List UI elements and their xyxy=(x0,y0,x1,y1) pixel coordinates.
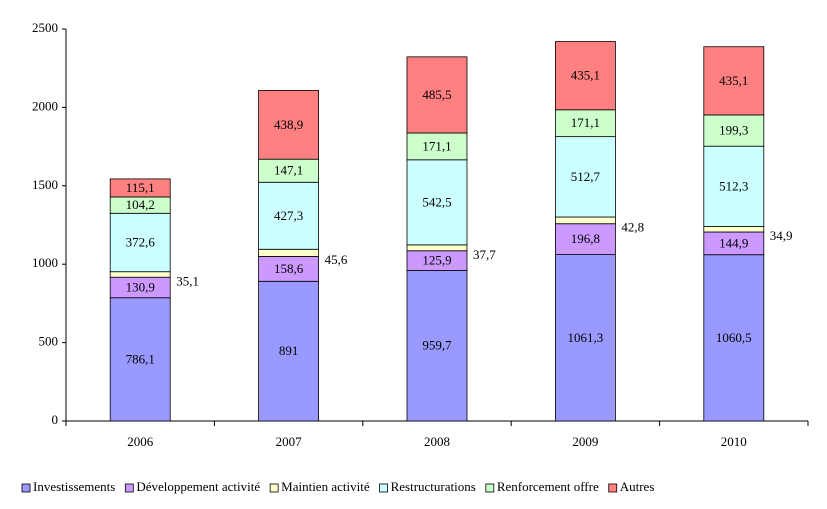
y-tick-label: 500 xyxy=(39,334,59,349)
value-label: 45,6 xyxy=(325,252,348,267)
value-label: 1060,5 xyxy=(716,330,752,345)
legend-label: Développement activité xyxy=(136,479,260,494)
value-label: 786,1 xyxy=(126,351,155,366)
bar-segment xyxy=(703,254,765,422)
bar-segment xyxy=(406,159,468,246)
value-label: 438,9 xyxy=(274,117,303,132)
bar-segment xyxy=(703,226,765,233)
value-label: 435,1 xyxy=(571,68,600,83)
bar-segment xyxy=(555,216,616,225)
value-label: 158,6 xyxy=(274,261,304,276)
bar-segment xyxy=(703,46,765,116)
bar-segment xyxy=(109,271,171,278)
value-label: 512,3 xyxy=(719,178,748,193)
value-label: 171,1 xyxy=(422,138,451,153)
bar-segment xyxy=(109,178,171,198)
bar-segment xyxy=(703,145,765,227)
value-label: 1061,3 xyxy=(568,330,604,345)
value-label: 485,5 xyxy=(422,87,451,102)
x-tick-label: 2007 xyxy=(276,434,303,449)
value-label: 891 xyxy=(279,343,299,358)
y-tick-label: 0 xyxy=(52,412,59,427)
legend-swatch xyxy=(608,483,618,493)
value-label: 542,5 xyxy=(422,194,451,209)
legend-swatch xyxy=(21,483,31,493)
value-label: 34,9 xyxy=(770,228,793,243)
bar-segment xyxy=(258,181,320,250)
bar-segment xyxy=(406,244,468,252)
bar-segment xyxy=(109,297,171,422)
legend-label: Restructurations xyxy=(391,479,476,494)
legend-label: Investissements xyxy=(33,479,115,494)
value-label: 144,9 xyxy=(719,235,748,250)
legend-swatch xyxy=(124,483,134,493)
bar-segment xyxy=(555,223,616,255)
value-label: 435,1 xyxy=(719,73,748,88)
value-label: 199,3 xyxy=(719,123,748,138)
bar-segment xyxy=(109,212,171,273)
x-tick-label: 2009 xyxy=(572,434,598,449)
bar-segment xyxy=(258,89,320,160)
bar-segment xyxy=(555,254,616,422)
value-label: 37,7 xyxy=(473,247,496,262)
x-tick-label: 2006 xyxy=(127,434,154,449)
bar-segment xyxy=(406,56,468,134)
bar-segment xyxy=(555,109,616,138)
legend-swatch xyxy=(379,483,388,493)
bar-segment xyxy=(258,256,320,282)
value-label: 512,7 xyxy=(571,169,601,184)
x-tick-label: 2008 xyxy=(424,434,450,449)
bar-segment xyxy=(406,270,468,422)
y-tick-label: 1000 xyxy=(32,255,58,270)
legend-label: Renforcement offre xyxy=(497,479,599,494)
value-label: 147,1 xyxy=(274,163,303,178)
value-label: 196,8 xyxy=(571,231,600,246)
x-tick-label: 2010 xyxy=(721,434,747,449)
legend-label: Maintien activité xyxy=(281,479,370,494)
y-tick-label: 1500 xyxy=(32,177,58,192)
y-tick-label: 2000 xyxy=(32,98,58,113)
bar-segment xyxy=(555,41,616,111)
value-label: 959,7 xyxy=(422,338,452,353)
value-label: 42,8 xyxy=(621,219,644,234)
value-label: 115,1 xyxy=(126,180,155,195)
legend-swatch xyxy=(269,483,279,493)
value-label: 427,3 xyxy=(274,208,303,223)
value-label: 171,1 xyxy=(571,115,600,130)
bar-segment xyxy=(555,136,616,218)
y-tick-label: 2500 xyxy=(32,20,58,35)
value-label: 104,2 xyxy=(126,197,155,212)
value-label: 372,6 xyxy=(126,234,156,249)
bar-segment xyxy=(406,132,468,161)
bar-segment xyxy=(258,280,320,422)
value-label: 35,1 xyxy=(176,273,199,288)
legend-swatch xyxy=(485,483,495,493)
value-label: 130,9 xyxy=(126,279,155,294)
value-label: 125,9 xyxy=(422,253,451,268)
bar-segment xyxy=(258,248,320,257)
legend-label: Autres xyxy=(620,479,655,494)
